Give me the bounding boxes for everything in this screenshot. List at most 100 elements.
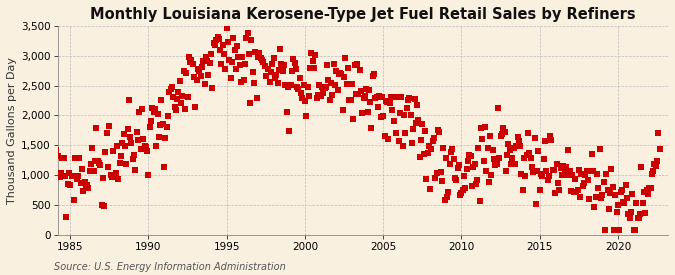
Point <box>319 86 330 90</box>
Point <box>143 173 154 177</box>
Point <box>404 96 414 100</box>
Point <box>97 176 108 180</box>
Point <box>152 112 163 116</box>
Point <box>236 80 246 84</box>
Point <box>458 188 468 192</box>
Point <box>609 228 620 232</box>
Point <box>353 91 364 96</box>
Point <box>622 196 632 200</box>
Point <box>176 101 186 105</box>
Point <box>105 172 116 177</box>
Point <box>146 119 157 123</box>
Point <box>364 100 375 104</box>
Point <box>150 107 161 111</box>
Point <box>345 97 356 102</box>
Point <box>148 110 159 114</box>
Point <box>406 141 417 145</box>
Point <box>322 63 333 67</box>
Point <box>493 106 504 110</box>
Point <box>212 34 223 39</box>
Point <box>96 202 107 207</box>
Point <box>378 114 389 118</box>
Point <box>190 105 200 109</box>
Point <box>578 181 589 185</box>
Point <box>589 204 600 209</box>
Point <box>588 168 599 173</box>
Point <box>556 166 566 170</box>
Point <box>209 43 220 48</box>
Point <box>73 174 84 178</box>
Point <box>55 175 65 179</box>
Point <box>418 152 429 156</box>
Point <box>233 55 244 59</box>
Point <box>370 95 381 100</box>
Point <box>232 43 242 48</box>
Point <box>605 190 616 195</box>
Point <box>506 162 516 167</box>
Point <box>643 192 653 197</box>
Point <box>522 131 533 135</box>
Point <box>62 182 73 186</box>
Point <box>446 149 456 154</box>
Point <box>631 200 642 205</box>
Point <box>543 174 554 178</box>
Point <box>302 85 313 89</box>
Point <box>456 191 467 196</box>
Point <box>524 151 535 155</box>
Point <box>90 159 101 164</box>
Point <box>108 149 119 153</box>
Point <box>391 131 402 136</box>
Point <box>462 159 473 164</box>
Point <box>267 62 277 66</box>
Point <box>444 161 455 166</box>
Point <box>136 107 147 111</box>
Point <box>63 170 74 175</box>
Point <box>263 67 274 72</box>
Point <box>574 195 585 199</box>
Point <box>279 63 290 67</box>
Point <box>293 87 304 91</box>
Point <box>338 108 348 112</box>
Point <box>184 55 194 59</box>
Point <box>59 174 70 178</box>
Point <box>537 173 547 178</box>
Point <box>532 169 543 173</box>
Point <box>156 97 167 102</box>
Point <box>258 60 269 64</box>
Point <box>613 203 624 208</box>
Point <box>315 94 326 98</box>
Point <box>517 187 528 192</box>
Point <box>86 162 97 167</box>
Point <box>144 125 155 130</box>
Point <box>49 185 60 190</box>
Point <box>518 156 529 160</box>
Point <box>439 198 450 202</box>
Point <box>547 168 558 172</box>
Point <box>310 53 321 57</box>
Point <box>306 51 317 55</box>
Point <box>435 170 446 175</box>
Point <box>568 189 579 194</box>
Point <box>80 183 91 188</box>
Point <box>189 75 200 79</box>
Point <box>576 172 587 176</box>
Point <box>640 211 651 215</box>
Point <box>623 212 634 217</box>
Point <box>200 55 211 59</box>
Point <box>448 156 459 161</box>
Point <box>332 88 343 92</box>
Point <box>384 101 395 106</box>
Point <box>132 138 143 142</box>
Point <box>528 169 539 174</box>
Point <box>610 192 621 197</box>
Point <box>594 147 605 151</box>
Point <box>99 204 109 208</box>
Point <box>461 166 472 171</box>
Point <box>450 175 460 180</box>
Point <box>551 162 562 167</box>
Point <box>481 168 491 173</box>
Point <box>352 62 362 66</box>
Point <box>52 175 63 179</box>
Point <box>538 156 549 161</box>
Point <box>174 79 185 83</box>
